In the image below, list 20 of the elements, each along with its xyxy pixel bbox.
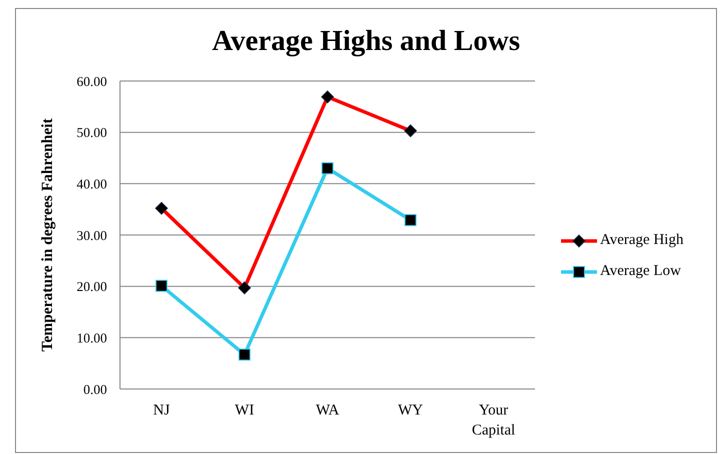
x-tick-label: WI <box>234 402 254 419</box>
x-tick-label: Your Capital <box>472 402 516 439</box>
y-tick-label: 30.00 <box>76 228 108 243</box>
y-tick-label: 10.00 <box>76 330 108 346</box>
x-tick-label: WA <box>316 402 340 419</box>
chart-title: Average Highs and Lows <box>210 24 521 59</box>
y-tick-label: 20.00 <box>76 279 108 294</box>
point <box>322 162 334 174</box>
point <box>156 280 168 292</box>
legend-label: Average High <box>600 232 684 249</box>
point <box>238 348 250 361</box>
y-tick-label: 60.00 <box>76 74 108 89</box>
legend-label: Average Low <box>600 263 681 280</box>
point <box>404 214 416 226</box>
y-tick-label: 0.00 <box>83 382 108 397</box>
y-tick-label: 50.00 <box>76 125 108 140</box>
x-tick-label: NJ <box>153 402 170 419</box>
x-tick-label: WY <box>398 402 424 419</box>
y-axis-title: Temperature in degrees Fahrenheit <box>38 118 56 352</box>
y-tick-label: 40.00 <box>76 176 108 192</box>
